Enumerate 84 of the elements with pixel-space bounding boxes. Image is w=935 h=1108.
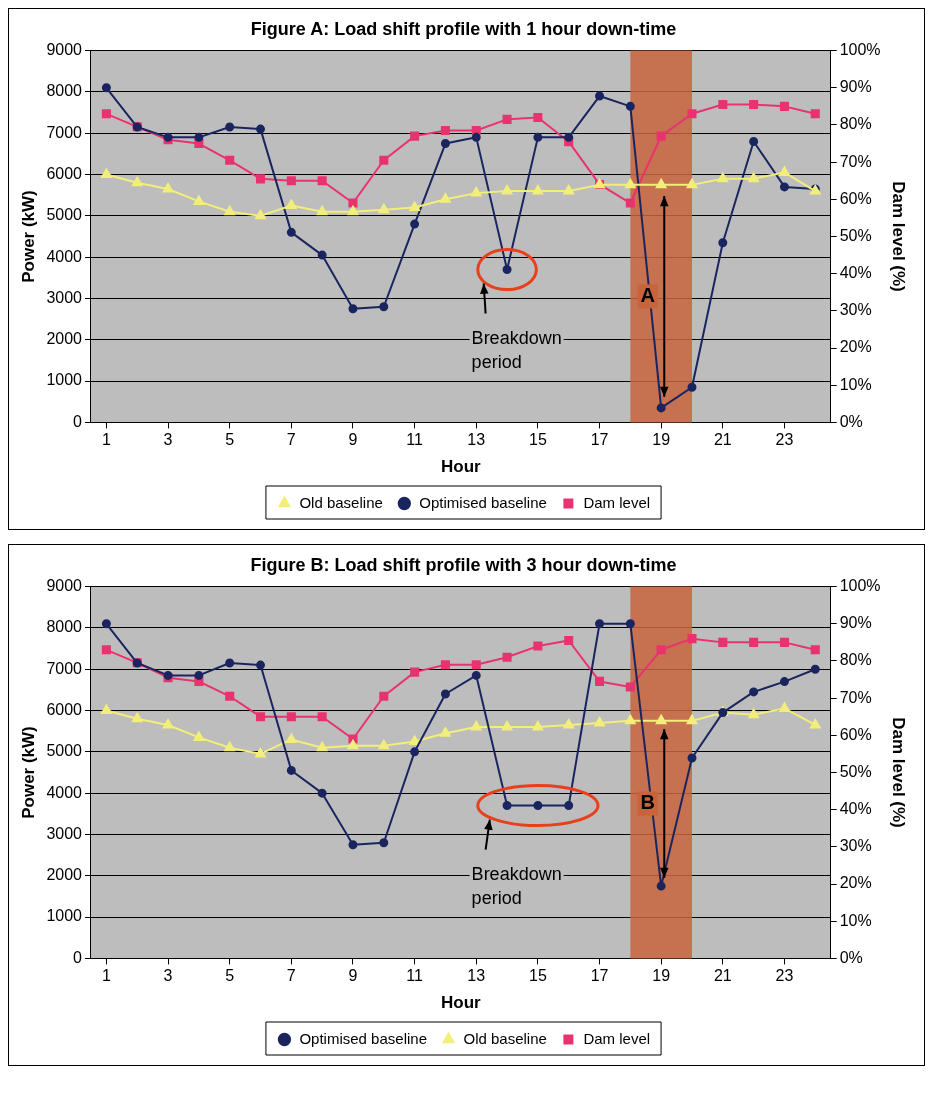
y-tick-label: 4000 [46, 783, 83, 801]
annotation: Breakdown period [471, 863, 562, 908]
y-tick-label: 1000 [46, 907, 83, 925]
x-tick-label: 11 [406, 431, 424, 449]
y2-tick-label: 80% [839, 651, 872, 669]
y-tick-label: 5000 [46, 206, 83, 224]
annotation: Breakdown period [471, 327, 562, 372]
y-tick-label: 8000 [46, 82, 83, 100]
y-tick-label: 7000 [46, 659, 83, 677]
y2-tick-label: 20% [839, 338, 872, 356]
y2-tick-label: 60% [839, 189, 872, 207]
y2-tick-label: 40% [839, 800, 872, 818]
y2-tick-label: 50% [839, 226, 872, 244]
y2-tick-label: 40% [839, 264, 872, 282]
x-tick-label: 15 [528, 967, 547, 985]
y-tick-label: 2000 [46, 330, 83, 348]
y-tick-label: 3000 [46, 824, 83, 842]
y-tick-label: 9000 [46, 41, 83, 59]
x-tick-label: 7 [286, 967, 296, 985]
y2-tick-label: 20% [839, 874, 872, 892]
y2-tick-label: 0% [839, 948, 863, 966]
y-tick-label: 6000 [46, 700, 83, 718]
x-tick-label: 17 [590, 431, 609, 449]
x-tick-label: 7 [286, 431, 296, 449]
y2-tick-label: 30% [839, 301, 872, 319]
x-axis-title: Hour [441, 993, 482, 1013]
y-axis-title: Power (kW) [18, 190, 38, 283]
y-tick-label: 8000 [46, 618, 83, 636]
annotation: B [640, 791, 656, 813]
y2-tick-label: 90% [839, 78, 872, 96]
x-tick-label: 19 [652, 967, 671, 985]
x-tick-label: 1 [101, 431, 111, 449]
x-axis-title: Hour [441, 457, 482, 477]
y-tick-label: 4000 [46, 247, 83, 265]
x-tick-label: 19 [652, 431, 671, 449]
annotation: A [640, 283, 656, 306]
y-tick-label: 3000 [46, 288, 83, 306]
y-axis-title: Power (kW) [18, 726, 38, 819]
x-tick-label: 23 [775, 431, 794, 449]
y2-tick-label: 10% [839, 375, 872, 393]
y-tick-label: 0 [73, 412, 83, 430]
x-tick-label: 21 [713, 967, 732, 985]
legend-label: Optimised baseline [419, 493, 547, 511]
y-tick-label: 1000 [46, 371, 83, 389]
legend-label: Old baseline [463, 1029, 547, 1047]
y2-tick-label: 0% [839, 412, 863, 430]
y2-tick-label: 100% [839, 577, 881, 595]
y2-tick-label: 50% [839, 762, 872, 780]
x-tick-label: 9 [348, 967, 358, 985]
y2-tick-label: 10% [839, 911, 872, 929]
x-tick-label: 13 [467, 431, 486, 449]
chart-title: Figure A: Load shift profile with 1 hour down-time [250, 18, 677, 39]
x-tick-label: 3 [163, 967, 173, 985]
x-tick-label: 11 [406, 967, 424, 985]
x-tick-label: 5 [225, 967, 235, 985]
y2-tick-label: 100% [839, 41, 881, 59]
x-tick-label: 5 [225, 431, 235, 449]
x-tick-label: 23 [775, 967, 794, 985]
y2-tick-label: 80% [839, 115, 872, 133]
y-tick-label: 0 [73, 948, 83, 966]
y2-tick-label: 30% [839, 837, 872, 855]
x-tick-label: 9 [348, 431, 358, 449]
x-tick-label: 13 [467, 967, 486, 985]
y-tick-label: 2000 [46, 866, 83, 884]
x-tick-label: 17 [590, 967, 609, 985]
legend-label: Old baseline [299, 493, 383, 511]
y2-tick-label: 70% [839, 688, 872, 706]
legend-label: Dam level [583, 1029, 651, 1047]
y2-tick-label: 60% [839, 725, 872, 743]
chart-title: Figure B: Load shift profile with 3 hour down-time [250, 554, 677, 575]
x-tick-label: 15 [528, 431, 547, 449]
y2-tick-label: 90% [839, 614, 872, 632]
y-tick-label: 7000 [46, 123, 83, 141]
x-tick-label: 21 [713, 431, 732, 449]
legend-label: Optimised baseline [299, 1029, 428, 1047]
y-tick-label: 9000 [46, 577, 83, 595]
x-tick-label: 1 [101, 967, 111, 985]
y-tick-label: 5000 [46, 742, 83, 760]
y-tick-label: 6000 [46, 164, 83, 182]
y2-tick-label: 70% [839, 152, 872, 170]
x-tick-label: 3 [163, 431, 173, 449]
y2-axis-title: Dam level (%) [889, 181, 909, 292]
y2-axis-title: Dam level (%) [889, 717, 909, 828]
legend-label: Dam level [583, 493, 651, 511]
